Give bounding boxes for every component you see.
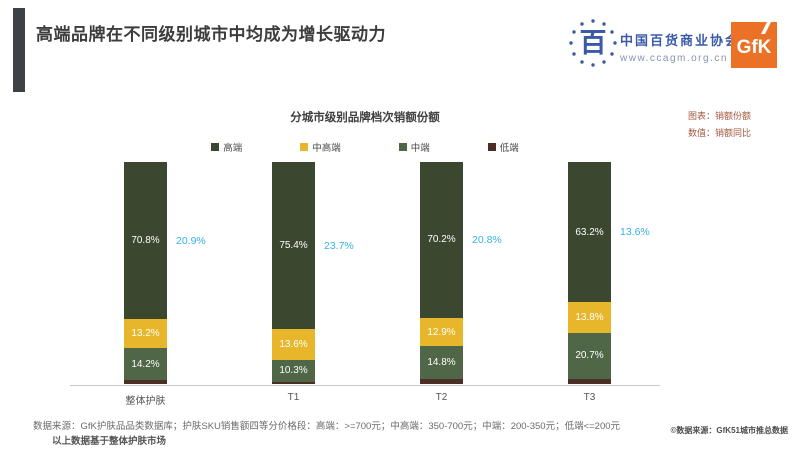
growth-label: 13.6% (620, 226, 650, 239)
bar-segment-label: 14.2% (131, 358, 160, 370)
stacked-bar: 63.2% 13.8% 20.7% (568, 162, 611, 384)
bar-segment: 13.2% (124, 319, 167, 349)
legend-swatch-icon (398, 143, 407, 151)
bar-segment-label: 12.9% (427, 326, 456, 338)
ccagm-text: 中国百货商业协会 www.ccagm.org.cn (620, 30, 740, 64)
title-accent-bar (13, 8, 25, 92)
bar-segment (272, 382, 315, 384)
category-label: T3 (583, 392, 596, 403)
gfk-wordmark: GfK (737, 37, 772, 58)
bar-segment-label: 14.8% (427, 357, 456, 369)
chart-note: 图表：销额份额 数值：销额同比 (688, 108, 751, 142)
footnote-scope: 以上数据基于整体护肤市场 (52, 436, 167, 447)
bar-segment-label: 70.8% (131, 235, 160, 247)
gfk-logo: GfK (731, 22, 777, 68)
bar-segment-label: 20.7% (575, 350, 604, 362)
chart-legend: 高端 中高端 中端 低端 (70, 140, 660, 154)
copyright-note: ©数据来源：GfK51城市推总数据 (670, 426, 788, 435)
chart-note-share: 图表：销额份额 (688, 111, 752, 121)
legend-item: 中高端 (300, 140, 341, 154)
bar-segment-label: 10.3% (279, 365, 308, 377)
bar-segment: 20.7% (568, 332, 611, 379)
bar-segment: 75.4% (272, 162, 315, 330)
bar-segment: 70.2% (420, 162, 463, 318)
legend-item: 中端 (398, 140, 430, 154)
ccagm-url: www.ccagm.org.cn (620, 53, 728, 64)
ccagm-emblem-icon: 百 (569, 19, 617, 67)
ccagm-glyph: 百 (580, 28, 607, 58)
growth-label: 20.9% (176, 234, 206, 247)
stacked-bar: 70.2% 12.9% 14.8% (420, 162, 463, 384)
chart-title: 分城市级别品牌档次销额份额 (290, 112, 440, 124)
bar-segment-label: 70.2% (427, 234, 456, 246)
bar-segment-label: 13.6% (279, 338, 308, 350)
legend-item: 低端 (487, 140, 519, 154)
legend-label: 高端 (223, 143, 243, 154)
bar-segment (124, 379, 167, 384)
category-label: T1 (287, 392, 300, 403)
footnote-source: 数据来源：GfK护肤品品类数据库；护肤SKU销售额四等分价格段：高端：>=700… (33, 421, 621, 432)
page-title: 高端品牌在不同级别城市中均成为增长驱动力 (36, 25, 386, 44)
bar-segment-label: 75.4% (279, 240, 308, 252)
bar-segment (420, 379, 463, 384)
gfk-accent-mark (761, 22, 771, 34)
category-label: 整体护肤 (125, 396, 166, 407)
legend-label: 低端 (499, 143, 519, 154)
legend-item: 高端 (211, 140, 242, 154)
bar-segment: 63.2% (568, 162, 611, 303)
legend-label: 中高端 (312, 143, 341, 154)
bar-segment: 10.3% (272, 359, 315, 383)
bar-segment: 14.2% (124, 348, 167, 380)
legend-swatch-icon (300, 143, 309, 151)
legend-swatch-icon (487, 143, 496, 151)
stacked-bar: 75.4% 13.6% 10.3% (272, 162, 315, 384)
bar-segment: 12.9% (420, 317, 463, 347)
bar-segment: 14.8% (420, 346, 463, 380)
plot-area: 70.8% 13.2% 14.2% 整体护肤 20.9% 75.4% 13.6% 10.3% T… (70, 162, 660, 407)
bar-segment: 70.8% (124, 162, 167, 320)
legend-swatch-icon (211, 143, 220, 151)
bar-segment-label: 13.2% (131, 328, 160, 340)
bar-segment: 13.6% (272, 329, 315, 360)
stacked-bar: 70.8% 13.2% 14.2% (124, 162, 167, 384)
chart-note-growth: 数值：销额同比 (688, 128, 752, 138)
bar-segment-label: 13.8% (575, 312, 604, 324)
legend-label: 中端 (410, 143, 430, 154)
bar-segment-label: 63.2% (575, 226, 604, 238)
ccagm-logo: 百 (568, 16, 618, 75)
bar-segment: 13.8% (568, 302, 611, 333)
growth-label: 20.8% (472, 233, 502, 246)
category-label: T2 (435, 392, 448, 403)
ccagm-name: 中国百货商业协会 (620, 33, 741, 48)
bar-segment (568, 378, 611, 384)
growth-label: 23.7% (324, 239, 354, 252)
